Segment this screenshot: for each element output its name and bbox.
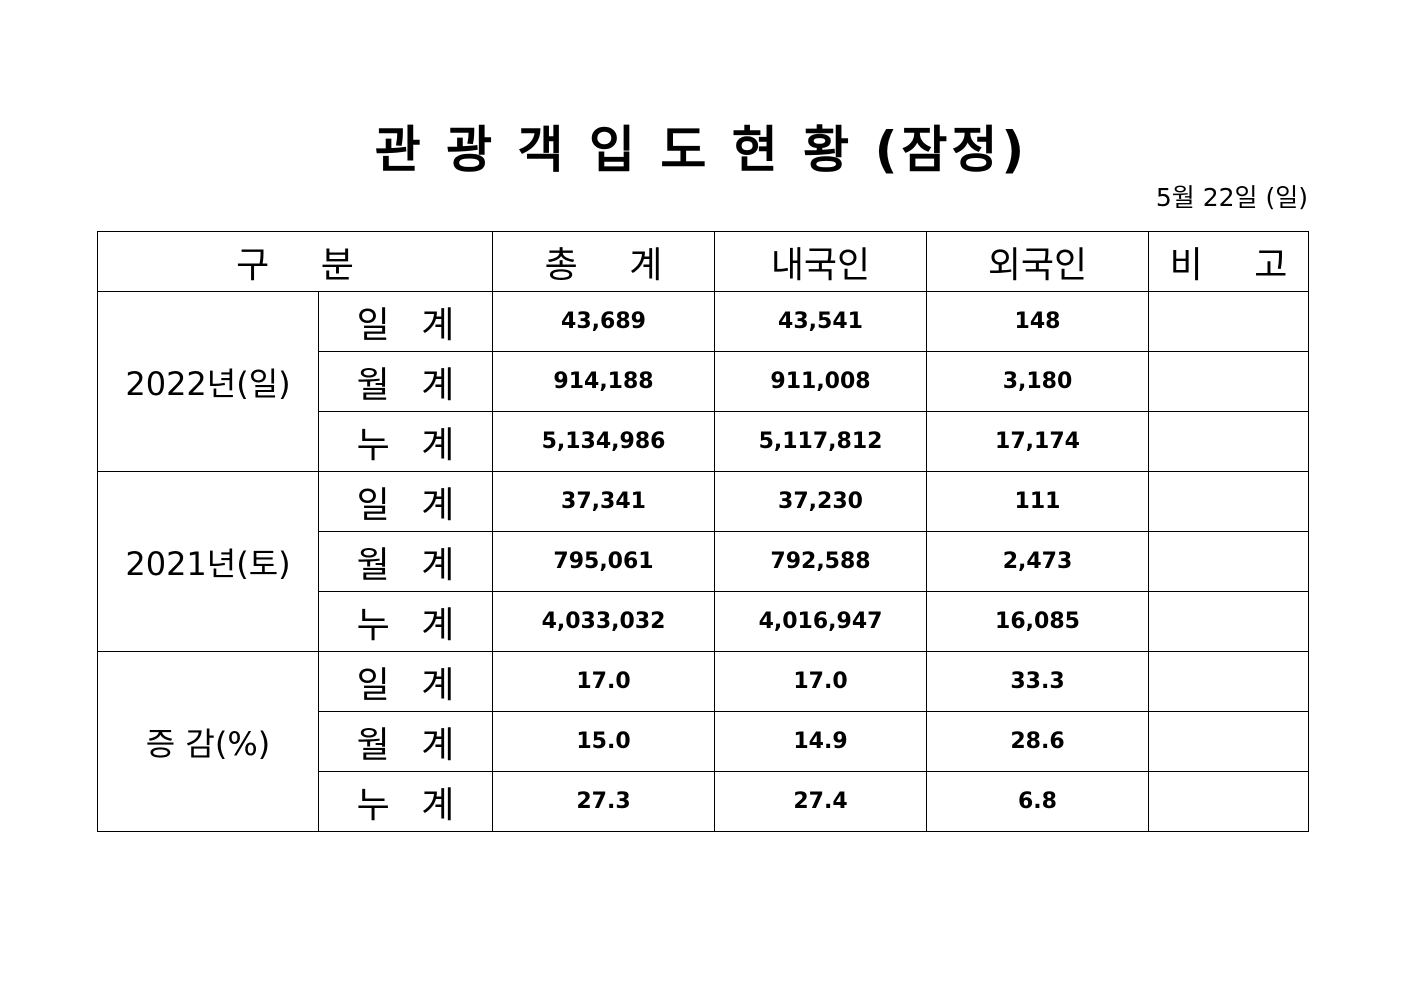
title: 관 광 객 입 도 현 황 (잠정) — [374, 121, 1029, 179]
value-cell: 28.6 — [926, 711, 1149, 772]
note-cell — [1148, 531, 1309, 592]
value-cell: 6.8 — [926, 771, 1149, 832]
value-cell: 43,541 — [714, 291, 927, 352]
row-label: 월 계 — [318, 711, 493, 772]
value-cell: 792,588 — [714, 531, 927, 592]
row: 증 감(%) 일 계 17.0 17.0 33.3 — [97, 651, 1309, 832]
value-cell: 4,033,032 — [492, 591, 715, 652]
row-label: 일 계 — [318, 651, 493, 712]
value-cell: 16,085 — [926, 591, 1149, 652]
value-cell: 2,473 — [926, 531, 1149, 592]
value-cell: 914,188 — [492, 351, 715, 412]
value-cell: 27.3 — [492, 771, 715, 832]
value-cell: 148 — [926, 291, 1149, 352]
value-cell: 4,016,947 — [714, 591, 927, 652]
row: 누 계 5,134,986 5,117,812 17,174 — [98, 411, 1309, 472]
note-cell — [1148, 471, 1309, 532]
value-cell: 795,061 — [492, 531, 715, 592]
value-cell: 911,008 — [714, 351, 927, 412]
row: 월 계 15.0 14.9 28.6 — [98, 711, 1309, 772]
value-cell: 111 — [926, 471, 1149, 532]
note-cell — [1148, 411, 1309, 472]
value-cell: 33.3 — [926, 651, 1149, 712]
note-cell — [1148, 651, 1309, 712]
row-label: 누 계 — [318, 771, 493, 832]
group-label: 2022년(일) — [97, 291, 319, 472]
row: 월 계 795,061 792,588 2,473 — [98, 531, 1309, 592]
header-cell: 비 고 — [1148, 231, 1309, 292]
value-cell: 17,174 — [926, 411, 1149, 472]
row: 2022년(일) 일 계 43,689 43,541 148 — [97, 291, 1309, 472]
row-label: 월 계 — [318, 351, 493, 412]
value-cell: 27.4 — [714, 771, 927, 832]
note-cell — [1148, 771, 1309, 832]
row-label: 누 계 — [318, 411, 493, 472]
header-cell: 외국인 — [926, 231, 1149, 292]
row: 누 계 4,033,032 4,016,947 16,085 — [98, 591, 1309, 652]
value-cell: 14.9 — [714, 711, 927, 772]
note-cell — [1148, 351, 1309, 412]
note-cell — [1148, 291, 1309, 352]
header-cell: 구 분 — [97, 231, 493, 292]
value-cell: 5,134,986 — [492, 411, 715, 472]
value-cell: 5,117,812 — [714, 411, 927, 472]
row-label: 누 계 — [318, 591, 493, 652]
header-cell: 총 계 — [492, 231, 715, 292]
note-cell — [1148, 591, 1309, 652]
group-label: 2021년(토) — [97, 471, 319, 652]
value-cell: 37,230 — [714, 471, 927, 532]
header-cell: 내국인 — [714, 231, 927, 292]
value-cell: 17.0 — [714, 651, 927, 712]
note-cell — [1148, 711, 1309, 772]
value-cell: 37,341 — [492, 471, 715, 532]
row-label: 일 계 — [318, 291, 493, 352]
value-cell: 15.0 — [492, 711, 715, 772]
value-cell: 3,180 — [926, 351, 1149, 412]
group-label: 증 감(%) — [97, 651, 319, 832]
value-cell: 43,689 — [492, 291, 715, 352]
row: 2021년(토) 일 계 37,341 37,230 111 — [97, 471, 1309, 652]
value-cell: 17.0 — [492, 651, 715, 712]
date: 5월 22일 (일) — [1155, 183, 1308, 212]
row-label: 월 계 — [318, 531, 493, 592]
row: 누 계 27.3 27.4 6.8 — [98, 771, 1309, 832]
row-label: 일 계 — [318, 471, 493, 532]
